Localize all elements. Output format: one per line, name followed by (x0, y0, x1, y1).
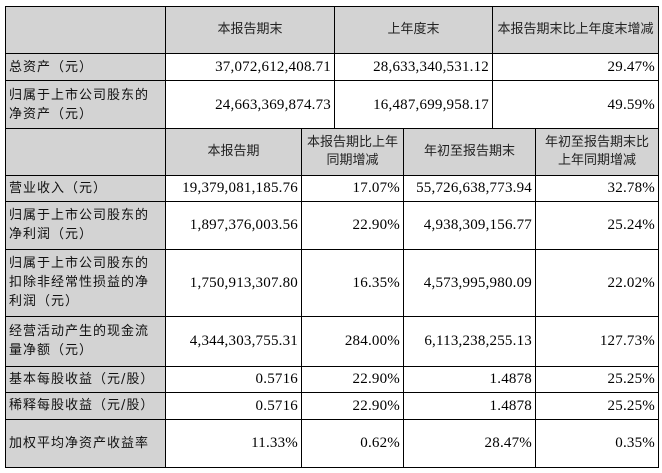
cell-prior-year-end: 28,633,340,531.12 (334, 53, 493, 81)
table-row: 加权平均净资产收益率 11.33% 0.62% 28.47% 0.35% (5, 418, 659, 468)
row-label: 基本每股收益（元/股） (5, 365, 166, 393)
cell-period-change: 22.90% (301, 200, 404, 250)
header-blank (5, 127, 166, 176)
row-label: 营业收入（元） (5, 174, 166, 202)
cell-ytd: 55,726,638,773.94 (403, 174, 536, 202)
cell-period: 0.5716 (165, 365, 302, 393)
table-row: 总资产（元） 37,072,612,408.71 28,633,340,531.… (5, 53, 659, 81)
table-row: 归属于上市公司股东的净利润（元） 1,897,376,003.56 22.90%… (5, 200, 659, 250)
row-label: 经营活动产生的现金流量净额（元） (5, 315, 166, 367)
cell-ytd: 6,113,238,255.13 (403, 315, 536, 367)
table-row: 经营活动产生的现金流量净额（元） 4,344,303,755.31 284.00… (5, 315, 659, 367)
cell-ytd: 1.4878 (403, 365, 536, 393)
table-row: 基本每股收益（元/股） 0.5716 22.90% 1.4878 25.25% (5, 365, 659, 393)
cell-ytd-change: 127.73% (535, 315, 659, 367)
row-label: 稀释每股收益（元/股） (5, 391, 166, 420)
cell-period: 0.5716 (165, 391, 302, 420)
cell-period-change: 22.90% (301, 391, 404, 420)
header-period-change: 本报告期比上年同期增减 (301, 127, 404, 176)
cell-ytd: 4,573,995,980.09 (403, 248, 536, 317)
table-row: 归属于上市公司股东的扣除非经常性损益的净利润（元） 1,750,913,307.… (5, 248, 659, 317)
row-label: 加权平均净资产收益率 (5, 418, 166, 468)
row-label: 归属于上市公司股东的扣除非经常性损益的净利润（元） (5, 248, 166, 317)
cell-period-change: 284.00% (301, 315, 404, 367)
header-ytd: 年初至报告期末 (403, 127, 536, 176)
cell-ytd-change: 25.25% (535, 391, 659, 420)
cell-period-change: 17.07% (301, 174, 404, 202)
cell-period-change: 22.90% (301, 365, 404, 393)
header-prior-year-end: 上年度末 (334, 6, 493, 54)
cell-ytd: 1.4878 (403, 391, 536, 420)
cell-period: 1,897,376,003.56 (165, 200, 302, 250)
cell-ytd-change: 32.78% (535, 174, 659, 202)
cell-change: 29.47% (492, 53, 659, 81)
cell-current: 37,072,612,408.71 (165, 53, 335, 81)
header-blank (5, 6, 166, 54)
cell-period: 11.33% (165, 418, 302, 468)
cell-ytd-change: 0.35% (535, 418, 659, 468)
cell-ytd-change: 22.02% (535, 248, 659, 317)
cell-ytd-change: 25.24% (535, 200, 659, 250)
row-label: 归属于上市公司股东的净利润（元） (5, 200, 166, 250)
cell-period: 4,344,303,755.31 (165, 315, 302, 367)
header-ytd-change: 年初至报告期末比上年同期增减 (535, 127, 659, 176)
cell-period: 19,379,081,185.76 (165, 174, 302, 202)
cell-period-change: 16.35% (301, 248, 404, 317)
cell-period: 1,750,913,307.80 (165, 248, 302, 317)
cell-prior-year-end: 16,487,699,958.17 (334, 80, 493, 129)
financial-summary: 本报告期末 上年度末 本报告期末比上年度末增减 总资产（元） 37,072,61… (5, 6, 659, 468)
income-table: 本报告期 本报告期比上年同期增减 年初至报告期末 年初至报告期末比上年同期增减 … (5, 127, 659, 468)
cell-ytd-change: 25.25% (535, 365, 659, 393)
table-row: 归属于上市公司股东的净资产（元） 24,663,369,874.73 16,48… (5, 80, 659, 129)
table-row: 稀释每股收益（元/股） 0.5716 22.90% 1.4878 25.25% (5, 391, 659, 420)
cell-change: 49.59% (492, 80, 659, 129)
header-current-period-end: 本报告期末 (165, 6, 335, 54)
cell-period-change: 0.62% (301, 418, 404, 468)
balance-header-row: 本报告期末 上年度末 本报告期末比上年度末增减 (5, 6, 659, 54)
header-current-period: 本报告期 (165, 127, 302, 176)
row-label: 归属于上市公司股东的净资产（元） (5, 80, 166, 129)
cell-current: 24,663,369,874.73 (165, 80, 335, 129)
header-change: 本报告期末比上年度末增减 (492, 6, 659, 54)
row-label: 总资产（元） (5, 53, 166, 81)
table-row: 营业收入（元） 19,379,081,185.76 17.07% 55,726,… (5, 174, 659, 202)
balance-table: 本报告期末 上年度末 本报告期末比上年度末增减 总资产（元） 37,072,61… (5, 6, 659, 129)
cell-ytd: 4,938,309,156.77 (403, 200, 536, 250)
income-header-row: 本报告期 本报告期比上年同期增减 年初至报告期末 年初至报告期末比上年同期增减 (5, 127, 659, 176)
cell-ytd: 28.47% (403, 418, 536, 468)
